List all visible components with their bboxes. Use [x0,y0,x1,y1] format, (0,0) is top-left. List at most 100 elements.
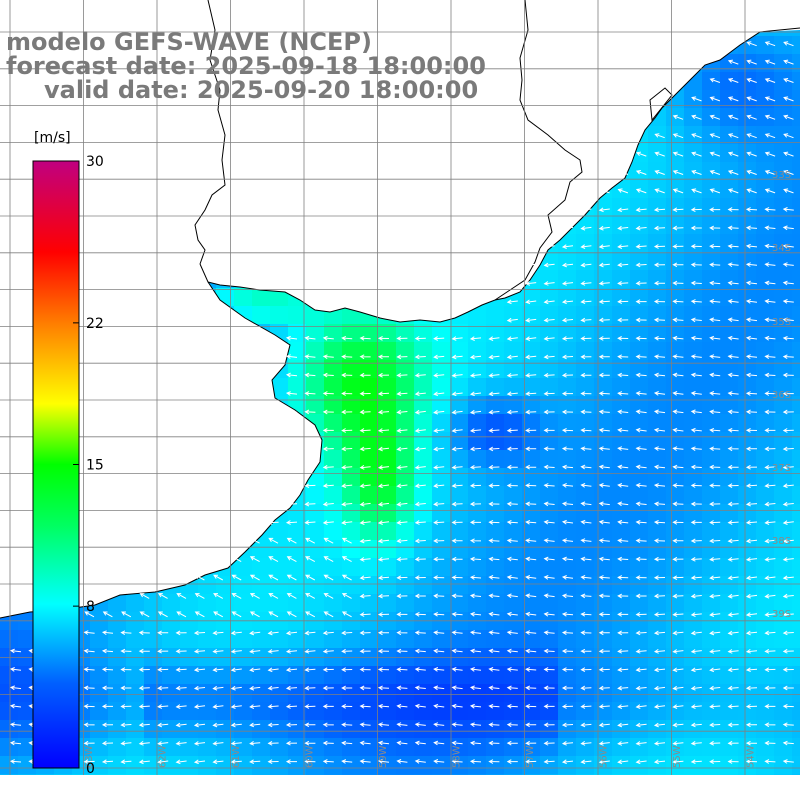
wind-cell [504,306,523,325]
wind-arrow [635,170,647,175]
wind-arrow [709,372,721,378]
wind-cell [756,216,775,235]
wind-arrow [727,740,739,746]
wind-cell [108,630,127,649]
wind-arrow [305,611,316,618]
wind-arrow [782,225,794,231]
wind-cell [162,792,181,800]
wind-arrow [672,556,684,562]
wind-cell [450,450,469,469]
wind-arrow [617,685,629,691]
wind-cell [792,234,800,253]
wind-cell [378,486,397,505]
wind-cell [738,54,757,73]
wind-arrow [101,704,113,709]
wind-cell [594,378,613,397]
wind-arrow [709,409,721,415]
wind-arrow [359,557,371,562]
wind-arrow [377,428,390,433]
wind-arrow [285,501,298,507]
wind-cell [648,720,667,739]
wind-arrow [488,428,500,433]
wind-cell [792,468,800,487]
wind-arrow [285,446,298,452]
wind-arrow [469,520,481,525]
wind-arrow [690,372,702,378]
wind-arrow [341,574,352,581]
wind-cell [306,324,325,343]
wind-cell [792,396,800,415]
wind-arrow [561,281,574,286]
wind-arrow [469,354,482,360]
wind-arrow [469,428,482,433]
wind-arrow [709,170,721,175]
wind-cell [702,468,721,487]
wind-cell [756,198,775,217]
wind-cell [288,792,307,800]
wind-arrow [598,372,610,378]
wind-cell [324,540,343,559]
wind-arrow [764,78,776,83]
wind-cell [360,630,379,649]
wind-arrow [9,648,22,654]
wind-cell [756,522,775,541]
wind-cell [666,774,685,775]
wind-cell [306,738,325,757]
wind-cell [774,252,793,271]
wind-arrow [230,704,242,709]
wind-cell [792,162,800,181]
wind-arrow [672,170,684,175]
wind-arrow [285,704,298,709]
wind-arrow [488,703,500,709]
wind-arrow [580,354,592,360]
wind-cell [486,414,505,433]
wind-cell [720,594,739,613]
wind-cell [774,576,793,595]
wind-cell [648,738,667,757]
wind-cell [792,576,800,595]
wind-arrow [525,611,537,617]
wind-arrow [433,372,445,378]
wind-cell [594,774,613,775]
wind-arrow [580,391,592,396]
wind-arrow [414,520,426,525]
wind-arrow [598,483,610,488]
wind-cell [432,702,451,721]
wind-cell [576,594,595,613]
wind-cell [504,792,523,800]
wind-cell [612,450,631,469]
wind-cell [252,558,271,577]
wind-arrow [782,446,794,452]
wind-cell [234,558,253,577]
wind-arrow [249,722,261,728]
wind-cell [558,612,577,631]
wind-arrow [764,759,776,764]
wind-arrow [286,574,297,581]
wind-arrow [561,611,574,617]
wind-cell [360,594,379,613]
wind-cell [702,738,721,757]
wind-arrow [617,612,629,617]
wind-arrow [653,630,666,636]
wind-cell [666,342,685,361]
wind-cell [648,324,667,343]
wind-arrow [285,759,297,764]
wind-cell [378,630,397,649]
wind-cell [774,342,793,361]
wind-cell [90,756,109,775]
wind-cell [720,450,739,469]
wind-cell [648,234,667,253]
wind-cell [738,72,757,91]
wind-arrow [469,722,482,728]
wind-cell [720,378,739,397]
wind-arrow [746,96,757,102]
wind-arrow [690,501,702,507]
wind-cell [306,792,325,800]
wind-cell [270,630,289,649]
wind-arrow [359,335,371,341]
wind-arrow [709,501,721,507]
wind-cell [648,198,667,217]
wind-arrow [635,722,647,728]
wind-cell [720,702,739,721]
wind-arrow [377,759,390,764]
